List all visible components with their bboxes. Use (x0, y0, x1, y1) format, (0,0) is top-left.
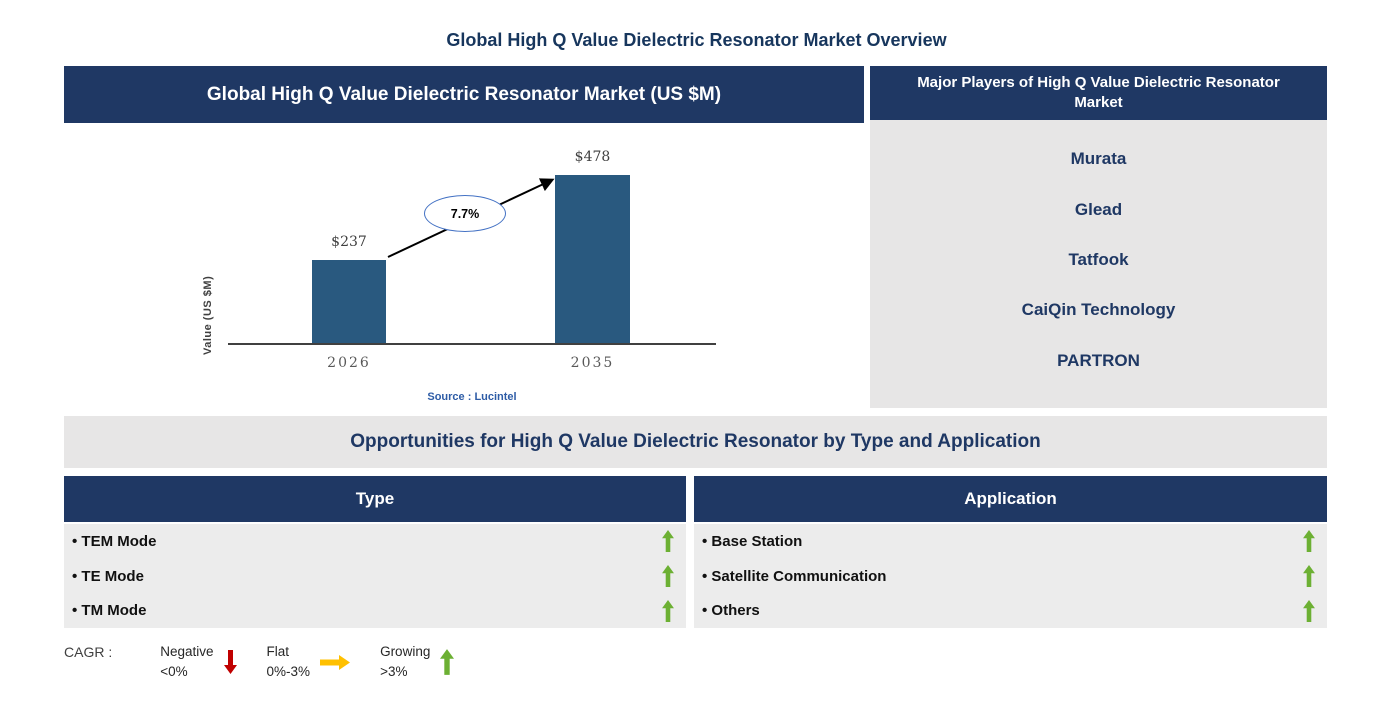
page-title: Global High Q Value Dielectric Resonator… (446, 30, 947, 50)
opportunities-banner: Opportunities for High Q Value Dielectri… (64, 416, 1327, 468)
plot-area: $237 $478 7.7% (228, 149, 716, 345)
cagr-badge: 7.7% (424, 195, 506, 232)
major-players-header: Major Players of High Q Value Dielectric… (870, 66, 1327, 120)
trend-up-icon (1303, 599, 1315, 622)
legend-text: Growing >3% (380, 642, 430, 683)
list-item: TEM Mode (64, 524, 686, 559)
bar-value-label-2035: $478 (574, 149, 611, 165)
type-column-header: Type (64, 476, 686, 522)
legend-name: Negative (160, 644, 214, 659)
bar-2035 (555, 175, 630, 343)
legend-text: Negative <0% (160, 642, 213, 683)
list-item: TE Mode (64, 559, 686, 594)
player-item: Tatfook (1068, 249, 1129, 269)
player-item: PARTRON (1057, 350, 1140, 370)
y-axis-label: Value (US $M) (202, 275, 214, 355)
type-item-label: TEM Mode (72, 533, 156, 550)
legend-item-growing: Growing >3% (380, 642, 455, 683)
major-players-list: Murata Glead Tatfook CaiQin Technology P… (870, 120, 1327, 408)
x-axis-label-2035: 2035 (570, 355, 615, 371)
trend-down-icon (223, 650, 237, 675)
player-item: Murata (1070, 149, 1127, 169)
legend-text: Flat 0%-3% (267, 642, 311, 683)
trend-up-icon (662, 599, 674, 622)
market-chart: Value (US $M) $237 $478 7.7% 2026 2035 S… (64, 123, 864, 413)
application-item-label: Others (702, 602, 759, 619)
legend-name: Growing (380, 644, 431, 659)
list-item: Others (694, 593, 1327, 628)
x-axis-label-2026: 2026 (327, 355, 371, 371)
trend-up-icon (440, 649, 455, 676)
type-item-label: TM Mode (72, 602, 146, 619)
application-column-header: Application (694, 476, 1327, 522)
list-item: Base Station (694, 524, 1327, 559)
legend-label: CAGR : (64, 644, 113, 660)
legend-item-negative: Negative <0% (160, 642, 237, 683)
application-item-label: Satellite Communication (702, 568, 886, 585)
bar-value-label-2026: $237 (331, 234, 367, 250)
legend-range: 0%-3% (266, 664, 311, 680)
legend-range: >3% (380, 664, 408, 680)
trend-up-icon (662, 530, 674, 553)
cagr-legend: CAGR : Negative <0% Flat 0%-3% Growing >… (64, 642, 484, 683)
trend-flat-icon (320, 654, 351, 670)
trend-up-icon (1303, 530, 1315, 553)
bar-2026 (312, 260, 386, 343)
trend-up-icon (662, 565, 674, 587)
player-item: Glead (1074, 199, 1123, 219)
trend-up-icon (1303, 565, 1315, 587)
source-label: Source : Lucintel (427, 391, 517, 403)
legend-item-flat: Flat 0%-3% (267, 642, 351, 683)
type-item-label: TE Mode (72, 568, 144, 585)
type-list: TEM Mode TE Mode TM Mode (64, 524, 686, 628)
list-item: Satellite Communication (694, 559, 1327, 594)
legend-range: <0% (160, 664, 188, 680)
list-item: TM Mode (64, 593, 686, 628)
legend-name: Flat (266, 644, 290, 659)
growth-arrow (387, 178, 555, 258)
market-chart-header: Global High Q Value Dielectric Resonator… (64, 66, 864, 123)
application-list: Base Station Satellite Communication Oth… (694, 524, 1327, 628)
application-item-label: Base Station (702, 533, 802, 550)
player-item: CaiQin Technology (1021, 300, 1176, 320)
